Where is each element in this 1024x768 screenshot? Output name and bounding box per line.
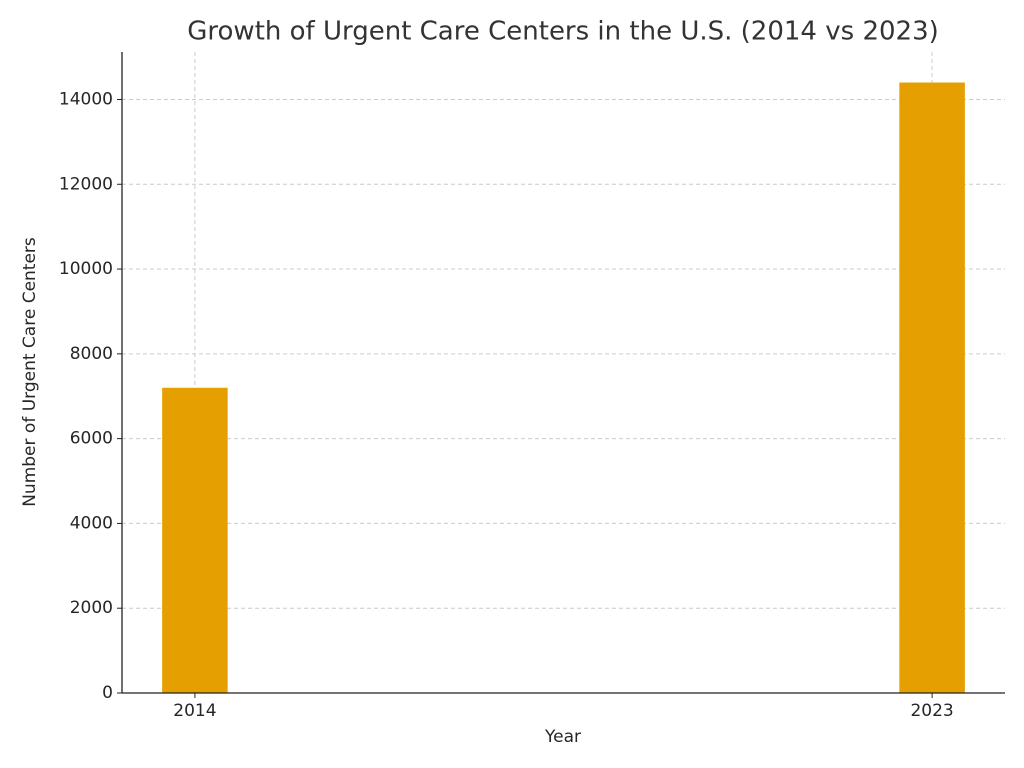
chart-title: Growth of Urgent Care Centers in the U.S…	[187, 17, 939, 47]
x-tick-label: 2014	[173, 701, 216, 721]
x-axis-label: Year	[544, 727, 581, 747]
y-tick-label: 4000	[70, 513, 113, 533]
y-tick-label: 6000	[70, 429, 113, 449]
y-tick-label: 14000	[59, 89, 113, 109]
y-axis-label: Number of Urgent Care Centers	[20, 237, 40, 507]
bar	[899, 82, 965, 694]
y-tick-label: 10000	[59, 259, 113, 279]
y-tick-label: 12000	[59, 174, 113, 194]
y-tick-label: 2000	[70, 598, 113, 618]
y-tick-label: 0	[102, 683, 113, 703]
x-tick-label: 2023	[910, 701, 953, 721]
y-tick-label: 8000	[70, 344, 113, 364]
bar	[162, 387, 228, 693]
